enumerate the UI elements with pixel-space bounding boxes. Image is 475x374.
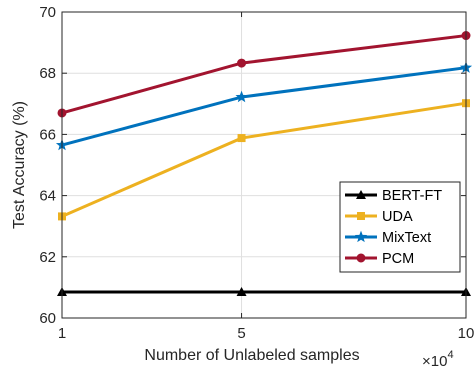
legend-item-mixtext: MixText <box>345 230 431 246</box>
legend-item-uda: UDA <box>345 209 413 225</box>
legend-label: BERT-FT <box>382 188 442 204</box>
series-bert-ft <box>57 286 471 296</box>
tick-layer: 60 62 64 66 68 70 1 5 10 <box>39 4 474 342</box>
data-point-bert-ft <box>236 286 247 296</box>
series-mixtext <box>55 61 473 151</box>
y-tick-label: 66 <box>39 126 56 143</box>
series-layer <box>55 31 473 296</box>
legend-label: PCM <box>382 251 414 267</box>
data-point-pcm <box>237 58 247 68</box>
y-tick-label: 68 <box>39 65 56 82</box>
legend-swatch-marker <box>356 253 366 263</box>
y-tick-label: 60 <box>39 310 56 327</box>
legend-item-bert-ft: BERT-FT <box>345 188 442 204</box>
x-axis-label: Number of Unlabeled samples <box>144 347 359 364</box>
data-point-mixtext <box>235 90 248 103</box>
y-tick-label: 70 <box>39 4 56 21</box>
plot-frame <box>61 11 467 319</box>
y-axis-label: Test Accuracy (%) <box>11 101 28 229</box>
x-tick-label: 5 <box>237 325 245 342</box>
legend-swatch-marker <box>357 212 365 220</box>
legend-label: MixText <box>382 230 431 246</box>
x-axis-multiplier: ×104 <box>422 349 454 370</box>
x-axis-multiplier-exponent: 4 <box>447 349 453 361</box>
legend-swatch-marker <box>354 230 368 243</box>
x-tick-label: 1 <box>58 325 66 342</box>
y-tick-label: 64 <box>39 188 56 205</box>
legend-swatch-marker <box>356 190 366 199</box>
legend: BERT-FT UDA MixText PCM <box>339 181 461 273</box>
x-tick-label: 10 <box>458 325 475 342</box>
legend-item-pcm: PCM <box>345 251 414 267</box>
x-axis-multiplier-base: ×10 <box>422 353 447 370</box>
y-tick-label: 62 <box>39 249 56 266</box>
data-point-uda <box>237 134 246 143</box>
legend-label: UDA <box>382 209 413 225</box>
